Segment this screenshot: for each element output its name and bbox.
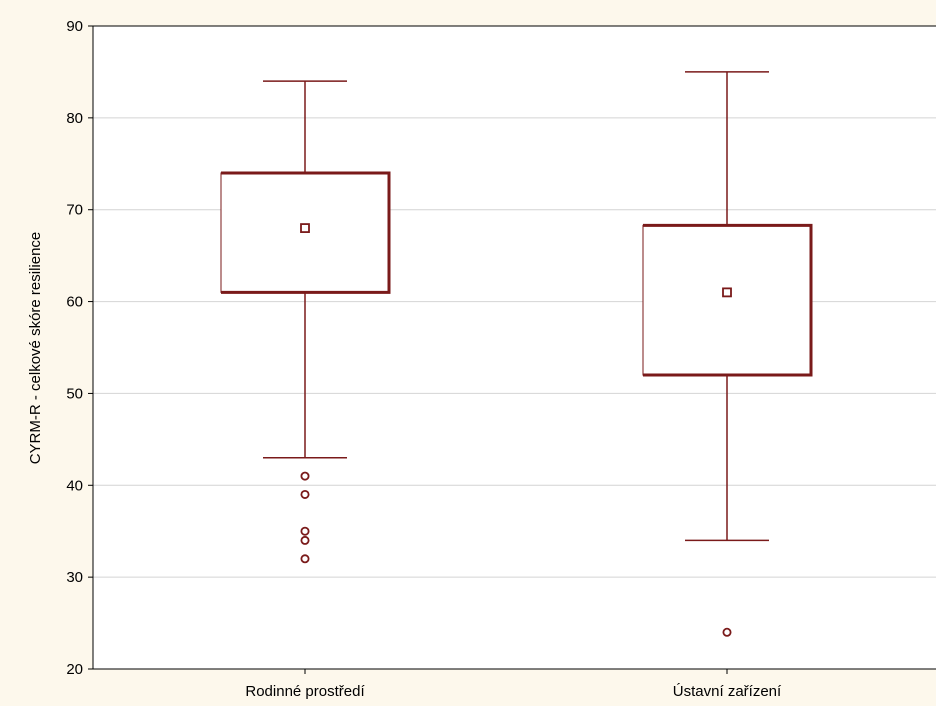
outlier-point	[722, 627, 732, 637]
labels: 20 30 40 50 60 70 80 90 Rodinné prostředí Ústavní…	[66, 18, 782, 700]
outlier-point	[300, 489, 310, 499]
y-tick-label-60: 60	[66, 294, 83, 311]
median-marker	[300, 223, 310, 233]
outlier-point	[300, 471, 310, 481]
outlier-point	[300, 535, 310, 545]
x-category-label-2: Ústavní zařízení	[673, 683, 782, 700]
box-2	[642, 71, 813, 637]
outlier-point	[300, 554, 310, 564]
y-tick-label-90: 90	[66, 18, 83, 35]
axes	[88, 25, 936, 674]
outlier-point	[300, 526, 310, 536]
y-tick-label-70: 70	[66, 202, 83, 219]
y-tick-label-50: 50	[66, 385, 83, 402]
box-1	[220, 80, 391, 564]
y-tick-label-20: 20	[66, 661, 83, 678]
median-marker	[722, 287, 732, 298]
y-axis-title: CYRM-R - celkové skóre resilience	[27, 232, 44, 465]
y-tick-label-40: 40	[66, 477, 83, 494]
box-body	[642, 224, 812, 376]
y-tick-label-30: 30	[66, 569, 83, 586]
boxes	[220, 71, 813, 637]
x-category-label-1: Rodinné prostředí	[245, 683, 365, 700]
y-tick-label-80: 80	[66, 110, 83, 127]
